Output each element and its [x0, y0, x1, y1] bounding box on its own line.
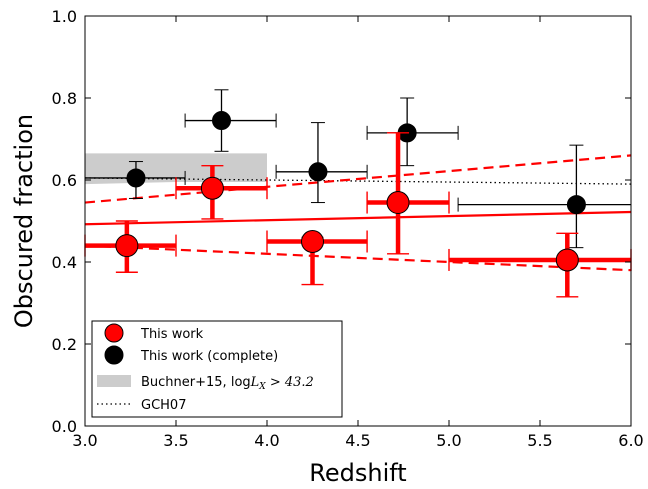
- legend-label-gch07: GCH07: [141, 398, 186, 413]
- this-work-marker: [386, 191, 410, 215]
- legend-label-complete: This work (complete): [140, 349, 278, 364]
- this-work-marker: [115, 234, 139, 258]
- legend-marker-this-work: [104, 323, 124, 343]
- this-work-point-group: [175, 164, 268, 220]
- x-tick-label: 6.0: [618, 431, 643, 450]
- y-tick-label: 1.0: [52, 7, 77, 26]
- legend-label-buchner-suffix: > 43.2: [266, 375, 314, 390]
- complete-point-group: [184, 89, 277, 152]
- x-tick-label: 4.5: [345, 431, 370, 450]
- legend-label-this-work: This work: [140, 327, 204, 342]
- complete-marker: [126, 168, 146, 188]
- y-axis-title: Obscured fraction: [10, 114, 38, 328]
- y-tick-label: 0.8: [52, 89, 77, 108]
- y-tick-label: 0.6: [52, 171, 77, 190]
- this-work-point-group: [366, 132, 450, 255]
- complete-point-group: [84, 161, 186, 199]
- complete-marker: [566, 195, 586, 215]
- complete-point-group: [366, 97, 459, 167]
- x-tick-label: 5.5: [527, 431, 552, 450]
- this-work-point-group: [448, 232, 632, 298]
- plot-area: [84, 89, 632, 298]
- this-work-marker: [200, 176, 224, 200]
- y-tick-label: 0.2: [52, 335, 77, 354]
- x-axis-title: Redshift: [309, 459, 406, 487]
- this-work-marker: [555, 248, 579, 272]
- legend-label-buchner-prefix: Buchner+15, log: [141, 375, 251, 390]
- x-tick-label: 5.0: [436, 431, 461, 450]
- x-tick-label: 4.0: [254, 431, 279, 450]
- axis-ticks: 3.0 3.5 4.0 4.5 5.0 5.5 6.0 0.0 0.2 0.4 0.6 0.8 1.0: [52, 7, 644, 450]
- complete-point-group: [275, 122, 368, 204]
- legend: This work This work (complete) Buchner+1…: [91, 320, 343, 418]
- legend-swatch-buchner: [97, 375, 131, 387]
- fit-lines-layer: [84, 154, 632, 272]
- legend-marker-complete: [104, 345, 124, 365]
- fit-upper-bound: [84, 154, 632, 204]
- x-tick-label: 3.0: [72, 431, 97, 450]
- fit-lower-bound: [84, 244, 632, 272]
- this-work-marker: [301, 230, 324, 253]
- this-work-point-group: [84, 220, 177, 273]
- y-tick-label: 0.4: [52, 253, 77, 272]
- legend-label-buchner-math: L: [250, 375, 260, 390]
- complete-point-group: [457, 144, 632, 249]
- this-work-series-layer: [84, 132, 632, 298]
- legend-box: [91, 320, 343, 418]
- x-tick-label: 3.5: [163, 431, 188, 450]
- complete-marker: [212, 111, 231, 131]
- complete-marker: [308, 162, 328, 182]
- this-work-point-group: [266, 230, 368, 286]
- y-tick-label: 0.0: [52, 417, 77, 436]
- fit-line: [84, 210, 632, 226]
- legend-label-buchner-sub: X: [258, 382, 266, 392]
- legend-label-buchner: Buchner+15, logLX > 43.2: [141, 375, 314, 392]
